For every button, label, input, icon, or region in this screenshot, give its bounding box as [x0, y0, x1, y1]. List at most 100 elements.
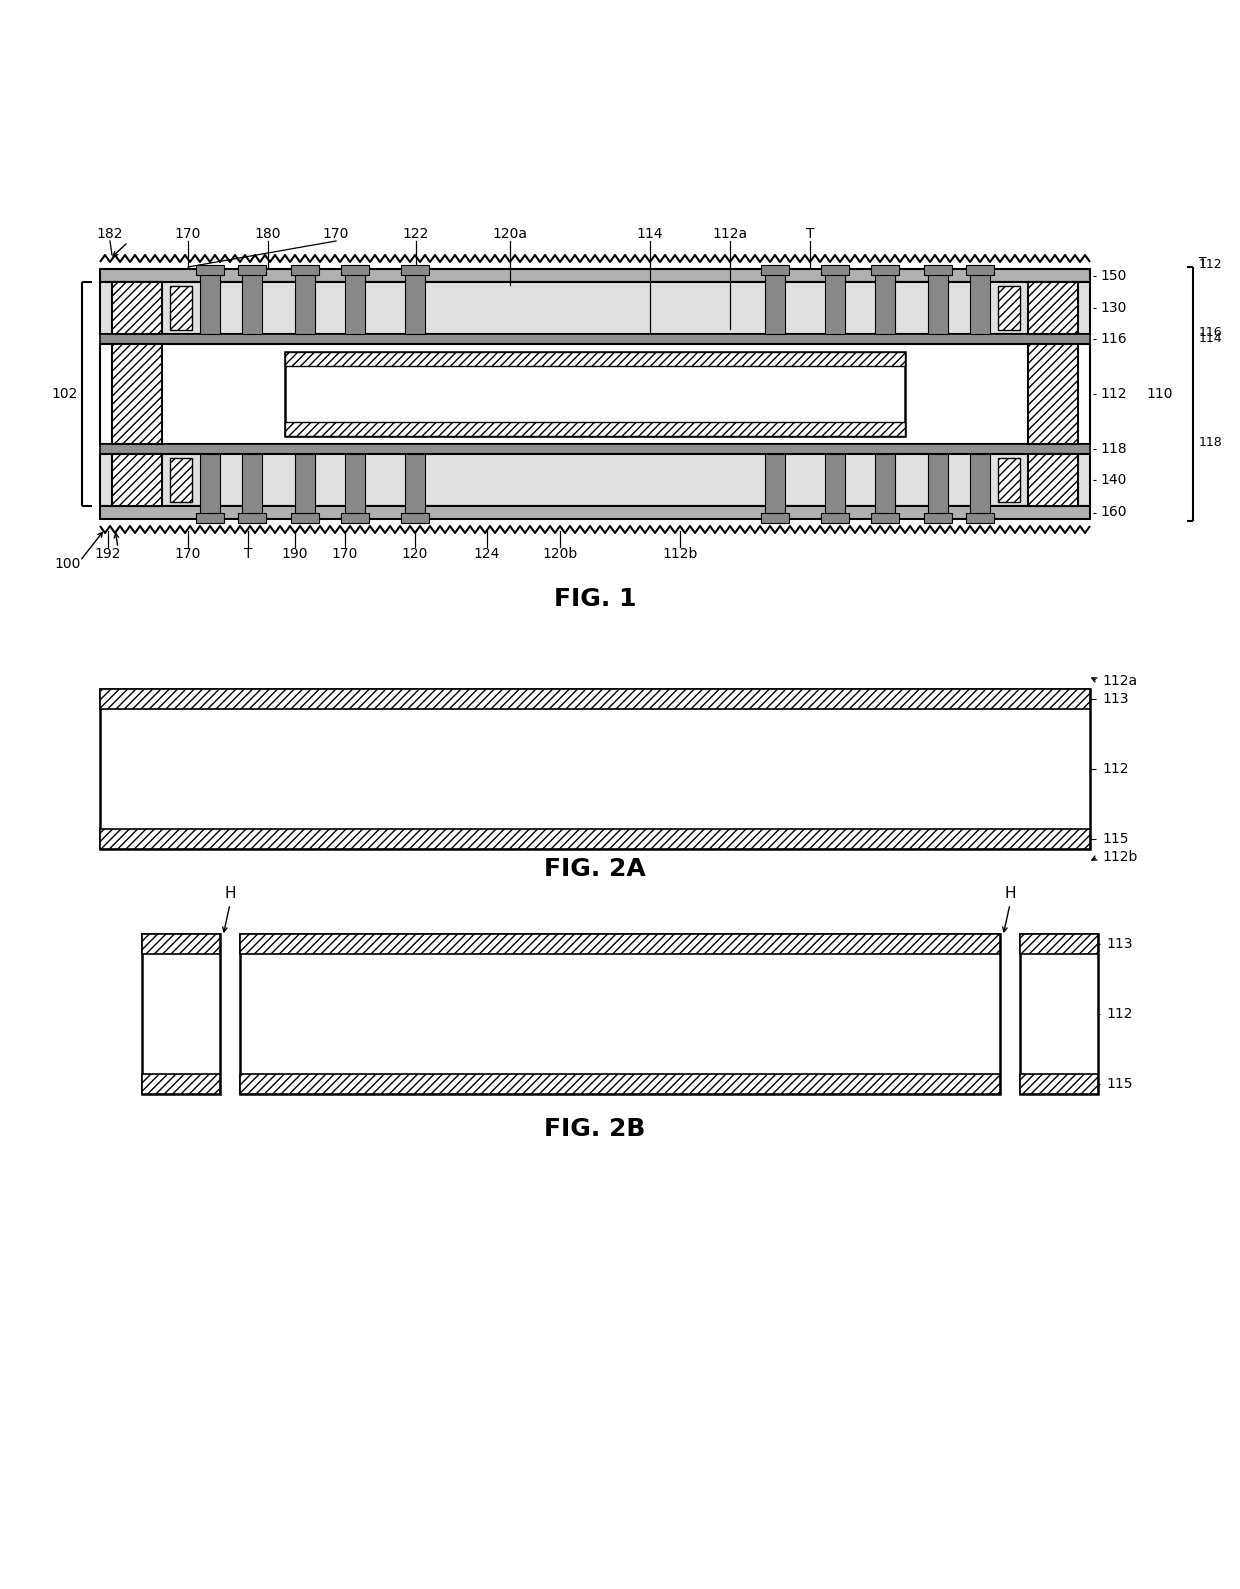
Bar	[1021, 1074, 1097, 1093]
Bar	[285, 423, 905, 435]
Bar	[100, 269, 1090, 281]
Bar	[1021, 934, 1097, 953]
Bar	[200, 454, 219, 520]
Text: 112a: 112a	[1102, 674, 1137, 688]
Bar	[870, 513, 899, 523]
Text: 115: 115	[1106, 1077, 1132, 1092]
Text: T: T	[806, 227, 815, 242]
Bar	[285, 353, 905, 365]
Bar	[924, 513, 952, 523]
Text: 120a: 120a	[492, 227, 527, 242]
Text: 170: 170	[332, 547, 358, 561]
Bar	[170, 286, 192, 331]
Text: 150: 150	[1100, 269, 1126, 283]
Bar	[761, 513, 789, 523]
Bar	[100, 829, 1090, 849]
Bar	[196, 513, 224, 523]
Bar	[100, 505, 1090, 520]
Bar	[966, 513, 994, 523]
Bar	[825, 269, 844, 334]
Bar	[100, 334, 1090, 343]
Bar	[875, 454, 895, 520]
Text: 124: 124	[474, 547, 500, 561]
Text: 112b: 112b	[662, 547, 698, 561]
Text: 116: 116	[1100, 332, 1127, 346]
Text: T: T	[1199, 256, 1207, 269]
Bar	[241, 934, 999, 953]
Bar	[765, 269, 785, 334]
Bar	[143, 1074, 219, 1093]
Bar	[100, 343, 1090, 443]
Bar	[970, 269, 990, 334]
Text: 118: 118	[1100, 442, 1127, 456]
Text: H: H	[224, 887, 236, 901]
Bar	[345, 269, 365, 334]
Text: 120: 120	[402, 547, 428, 561]
Text: 140: 140	[1100, 474, 1126, 486]
Bar	[875, 269, 895, 334]
Bar	[1021, 934, 1097, 1093]
Bar	[238, 265, 267, 275]
Bar	[241, 934, 999, 1093]
Text: 100: 100	[55, 558, 81, 570]
Bar	[341, 265, 370, 275]
Text: 116: 116	[1199, 326, 1223, 338]
Text: 113: 113	[1106, 938, 1132, 950]
Text: H: H	[1004, 887, 1016, 901]
Bar	[291, 265, 319, 275]
Bar	[100, 454, 1090, 505]
Bar	[928, 454, 949, 520]
Text: 118: 118	[1199, 435, 1223, 448]
Bar	[242, 269, 262, 334]
Text: FIG. 1: FIG. 1	[554, 586, 636, 612]
Bar	[821, 265, 849, 275]
Bar	[100, 690, 1090, 849]
Bar	[285, 353, 905, 435]
Text: 112a: 112a	[713, 227, 748, 242]
Bar	[765, 454, 785, 520]
Bar	[100, 443, 1090, 454]
Bar	[170, 458, 192, 502]
Bar	[1028, 343, 1078, 443]
Text: 182: 182	[97, 227, 123, 242]
Text: 112b: 112b	[1102, 850, 1137, 864]
Text: FIG. 2A: FIG. 2A	[544, 856, 646, 880]
Bar	[405, 454, 425, 520]
Bar	[821, 513, 849, 523]
Bar	[196, 265, 224, 275]
Bar	[1028, 454, 1078, 505]
Bar	[143, 934, 219, 953]
Text: 120b: 120b	[542, 547, 578, 561]
Text: 114: 114	[637, 227, 663, 242]
Bar	[112, 343, 162, 443]
Bar	[238, 513, 267, 523]
Text: 160: 160	[1100, 505, 1126, 520]
Text: 190: 190	[281, 547, 309, 561]
Bar	[100, 281, 1090, 334]
Bar	[112, 281, 162, 334]
Bar	[405, 269, 425, 334]
Text: 102: 102	[52, 388, 78, 400]
Bar	[200, 269, 219, 334]
Bar	[1028, 281, 1078, 334]
Text: 113: 113	[1102, 691, 1128, 706]
Bar	[341, 513, 370, 523]
Text: 112: 112	[1100, 388, 1126, 400]
Bar	[825, 454, 844, 520]
Text: 170: 170	[175, 227, 201, 242]
Bar	[970, 454, 990, 520]
Bar	[242, 454, 262, 520]
Text: 180: 180	[254, 227, 281, 242]
Bar	[998, 458, 1021, 502]
Text: 112: 112	[1199, 257, 1223, 270]
Text: 170: 170	[322, 227, 350, 242]
Text: 112: 112	[1106, 1007, 1132, 1022]
Bar	[143, 934, 219, 1093]
Bar	[928, 269, 949, 334]
Text: 170: 170	[175, 547, 201, 561]
Bar	[761, 265, 789, 275]
Text: T: T	[244, 547, 252, 561]
Bar	[870, 265, 899, 275]
Bar	[112, 454, 162, 505]
Text: 112: 112	[1102, 763, 1128, 775]
